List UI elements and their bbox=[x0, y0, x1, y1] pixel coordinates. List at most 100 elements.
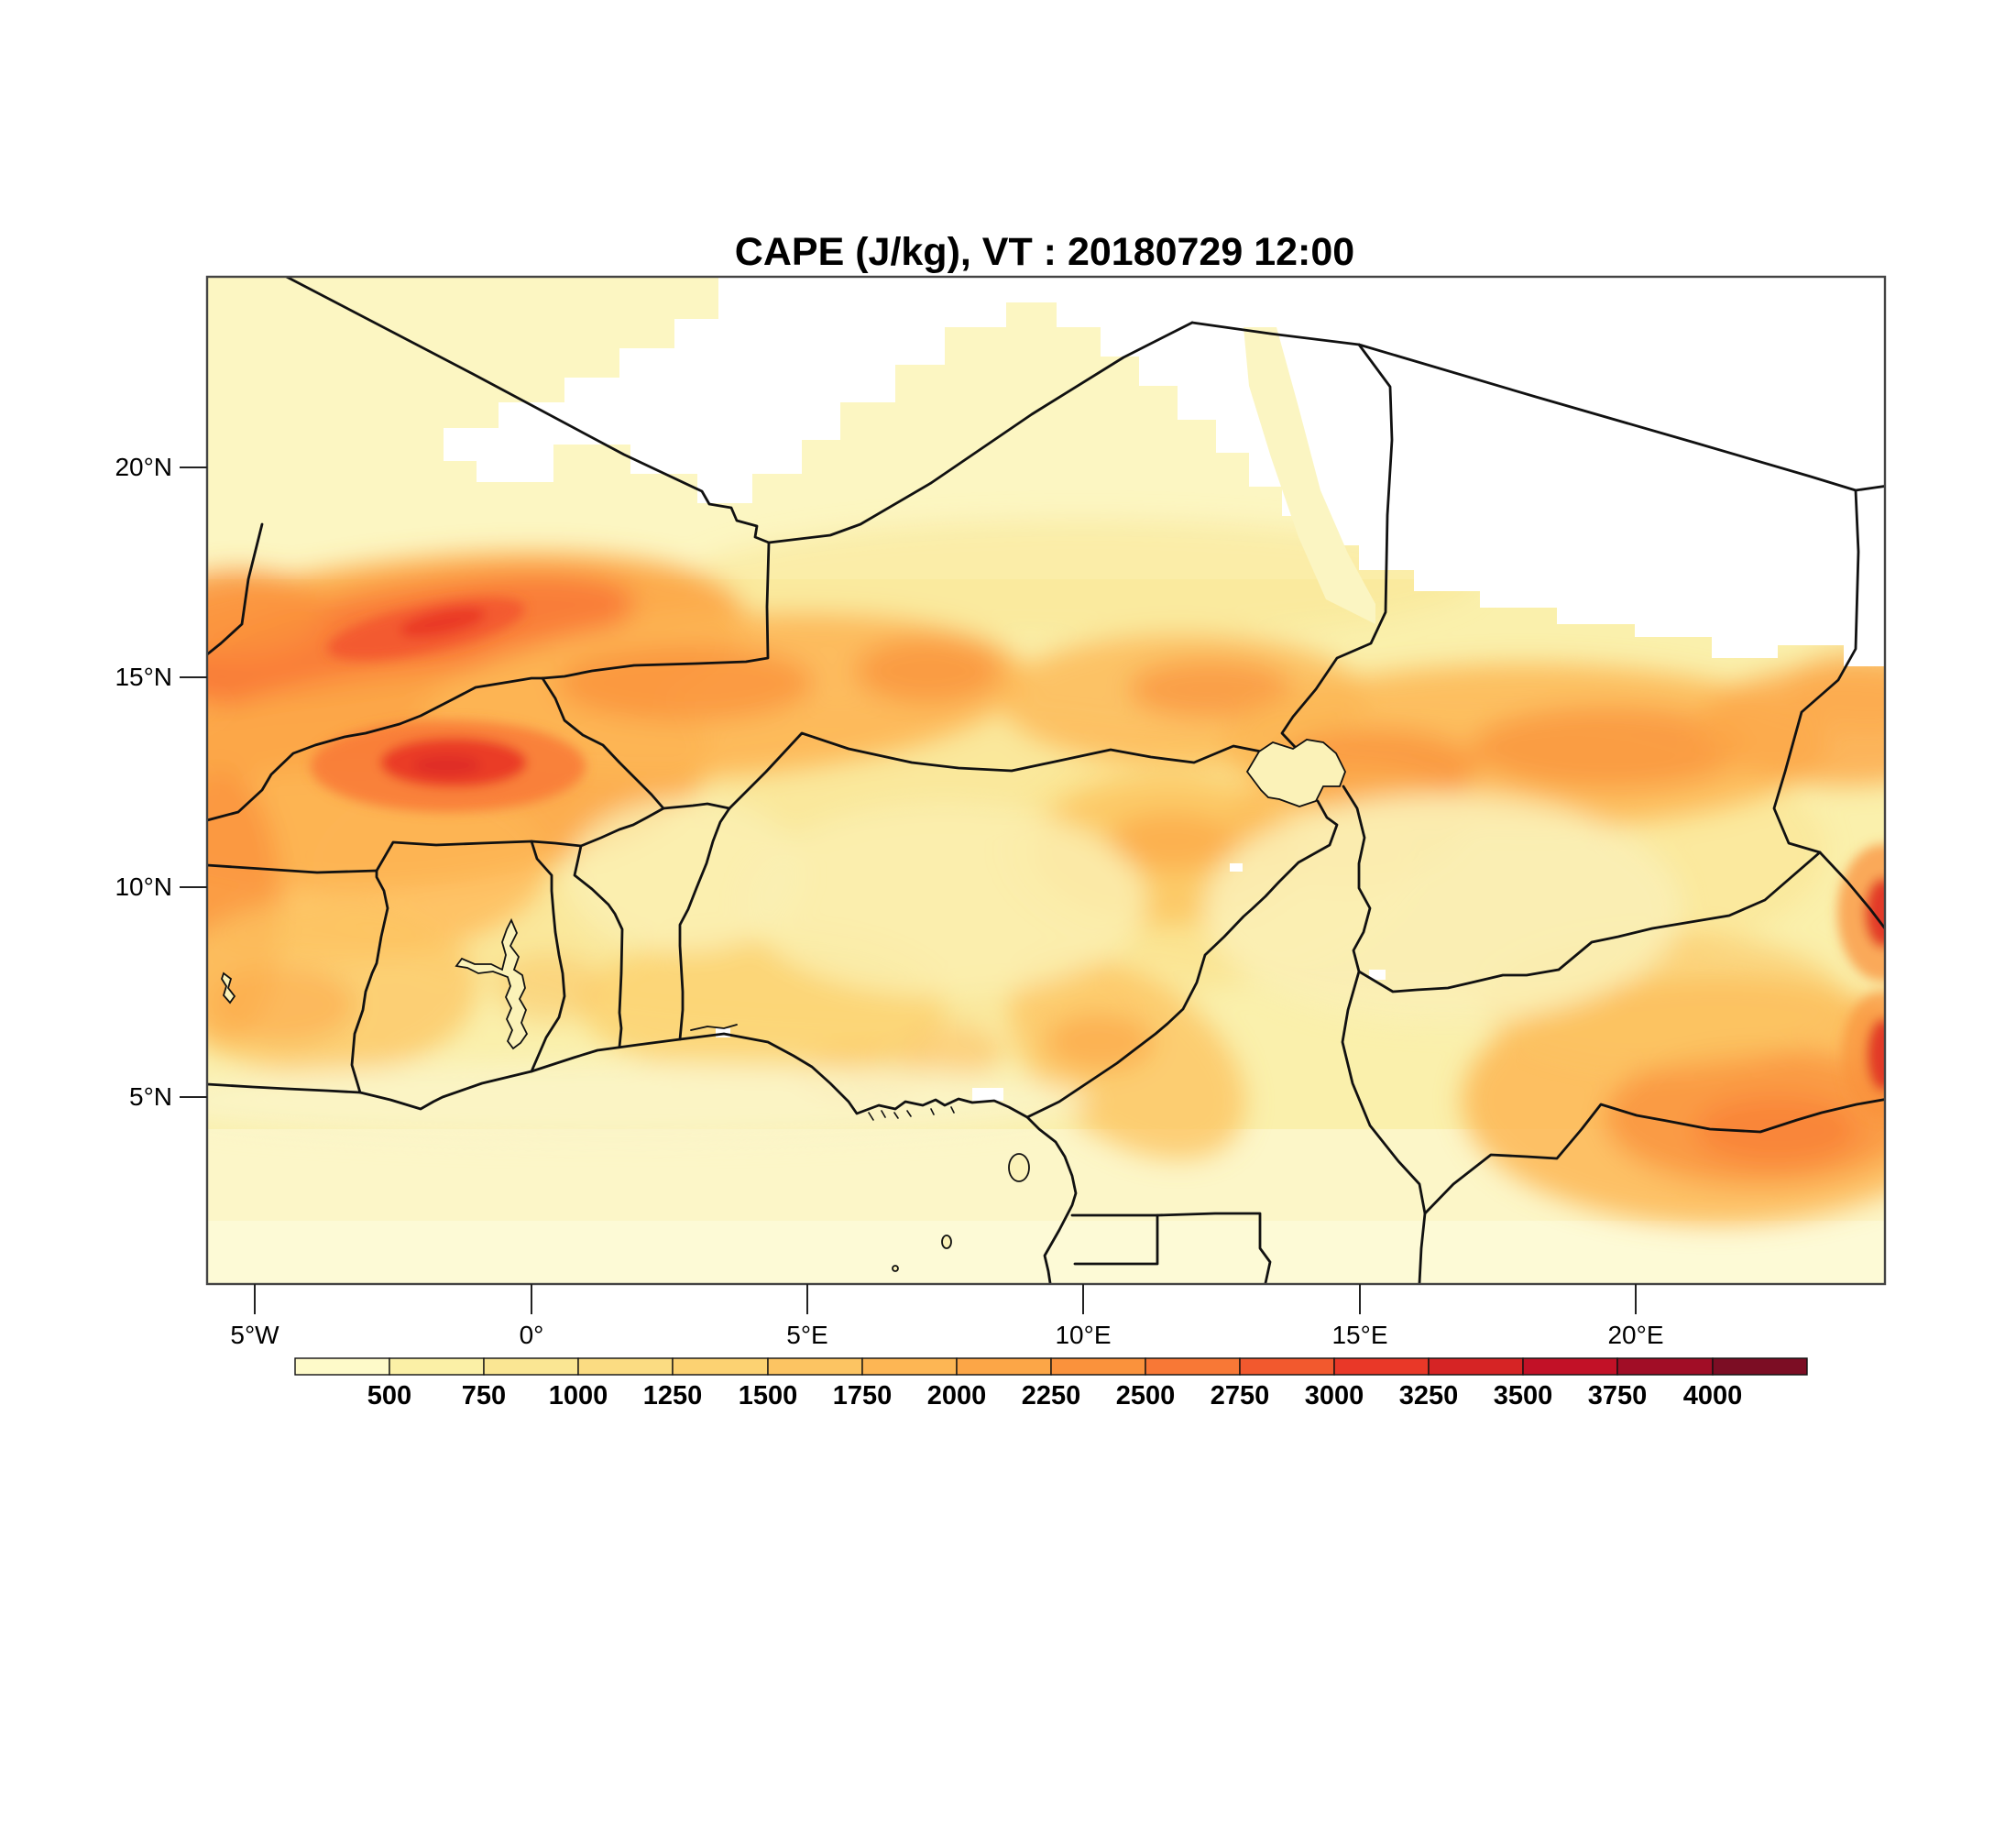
white-speck bbox=[972, 1088, 1003, 1101]
lat-tick-label: 20°N bbox=[115, 453, 172, 481]
cape-shade-blob bbox=[743, 804, 1146, 996]
lake-volta bbox=[455, 917, 529, 1050]
colorbar-label: 2750 bbox=[1211, 1381, 1270, 1410]
border-cameroon-car bbox=[1341, 970, 1427, 1215]
colorbar-label: 1750 bbox=[833, 1381, 893, 1410]
white-speck bbox=[1369, 970, 1386, 980]
longitude-labels: 5°W 0° 5°E 10°E 15°E 20°E bbox=[230, 1321, 1663, 1349]
latitude-labels: 20°N 15°N 10°N 5°N bbox=[115, 453, 172, 1111]
border-cotedivoire-north bbox=[207, 863, 378, 874]
colorbar-box bbox=[1522, 1357, 1618, 1376]
sahara-white-west-band bbox=[444, 277, 1006, 503]
colorbar-label: 2000 bbox=[927, 1381, 987, 1410]
colorbar-label: 4000 bbox=[1683, 1381, 1743, 1410]
border-niger-benin bbox=[662, 802, 731, 810]
colorbar-box bbox=[861, 1357, 958, 1376]
lat-tick-label: 15°N bbox=[115, 663, 172, 691]
lon-tick-label: 5°E bbox=[786, 1321, 827, 1349]
colorbar-label: 3000 bbox=[1305, 1381, 1364, 1410]
cape-hot-core bbox=[1837, 844, 1885, 982]
lon-tick-label: 15°E bbox=[1331, 1321, 1387, 1349]
cape-shade-blob bbox=[207, 570, 325, 658]
colorbar-box bbox=[956, 1357, 1052, 1376]
lat-tick-label: 5°N bbox=[129, 1082, 172, 1111]
colorbar-box bbox=[1428, 1357, 1524, 1376]
cape-shade-blob bbox=[557, 644, 814, 721]
niger-delta-inlets bbox=[868, 1106, 955, 1121]
cape-shade-blob bbox=[1108, 812, 1236, 871]
colorbar-label: 1250 bbox=[643, 1381, 703, 1410]
colorbar-label: 2500 bbox=[1116, 1381, 1176, 1410]
pale-fringe-along-border bbox=[1244, 327, 1375, 624]
lake-chad bbox=[1245, 739, 1346, 807]
low-cape-white-regions bbox=[444, 277, 1885, 1101]
border-chad-cameroon bbox=[1342, 785, 1372, 973]
colorbar-label: 3250 bbox=[1399, 1381, 1459, 1410]
colorbar-label: 3750 bbox=[1588, 1381, 1648, 1410]
sahara-white-northeast bbox=[1006, 277, 1885, 666]
cape-shade-blob bbox=[1204, 794, 1681, 1023]
border-togo-benin bbox=[573, 844, 624, 1048]
border-nigeria-cameroon bbox=[1025, 799, 1339, 1119]
lon-tick-label: 5°W bbox=[230, 1321, 279, 1349]
sao-tome-island bbox=[892, 1265, 899, 1272]
country-borders bbox=[207, 277, 1885, 1284]
border-car-congo-south bbox=[1418, 1212, 1427, 1284]
colorbar-box bbox=[1333, 1357, 1430, 1376]
cape-hot-core bbox=[399, 607, 487, 638]
border-algeria-mali bbox=[283, 277, 771, 544]
principe-island bbox=[941, 1235, 952, 1249]
cape-shade-blob bbox=[904, 1024, 1004, 1079]
lon-tick-label: 0° bbox=[520, 1321, 544, 1349]
colorbar-labels: 500 750 1000 1250 1500 1750 2000 2250 25… bbox=[367, 1381, 1742, 1410]
colorbar-label: 3500 bbox=[1494, 1381, 1553, 1410]
latitude-axis bbox=[180, 466, 207, 1098]
colorbar-box bbox=[1145, 1357, 1241, 1376]
border-mauritania-mali bbox=[207, 522, 264, 656]
border-niger-libya bbox=[1190, 321, 1361, 346]
colorbar-box bbox=[672, 1357, 769, 1376]
border-burkina-niger bbox=[541, 676, 665, 810]
border-cameroon-south bbox=[1156, 1212, 1272, 1284]
colorbar-box bbox=[389, 1357, 485, 1376]
border-equatorial-guinea bbox=[1070, 1213, 1159, 1266]
lon-tick-label: 20°E bbox=[1607, 1321, 1663, 1349]
coastline-gulf-of-guinea bbox=[207, 1032, 1078, 1284]
border-cotedivoire-ghana bbox=[350, 869, 389, 1094]
figure-title: CAPE (J/kg), VT : 20180729 12:00 bbox=[735, 230, 1354, 274]
colorbar-box bbox=[577, 1357, 674, 1376]
colorbar-label: 500 bbox=[367, 1381, 411, 1410]
border-burkina-togo-ghana bbox=[375, 840, 583, 873]
border-burkina-benin bbox=[579, 807, 665, 848]
colorbar-label: 1000 bbox=[549, 1381, 608, 1410]
border-chad-car bbox=[1357, 851, 1822, 993]
cape-hot-cores bbox=[311, 597, 1885, 1119]
colorbar-box bbox=[1616, 1357, 1714, 1376]
border-car-sudan bbox=[1818, 851, 1885, 931]
cape-shade-blob bbox=[689, 520, 1477, 639]
border-benin-nigeria bbox=[678, 807, 731, 1041]
colorbar bbox=[294, 1357, 1808, 1376]
cape-shade-blob bbox=[855, 638, 1002, 704]
border-niger-chad bbox=[1280, 343, 1394, 752]
border-mali-burkina bbox=[207, 676, 544, 822]
lakes-islands bbox=[221, 739, 1346, 1272]
bioko-island bbox=[1008, 1153, 1030, 1182]
longitude-axis bbox=[254, 1284, 1637, 1314]
colorbar-box bbox=[1050, 1357, 1146, 1376]
border-car-south bbox=[1423, 1098, 1885, 1215]
lagos-lagoon bbox=[690, 1024, 738, 1031]
cape-hot-core bbox=[1865, 878, 1885, 948]
colorbar-box bbox=[483, 1357, 579, 1376]
colorbar-label: 1500 bbox=[739, 1381, 798, 1410]
lake-cotedivoire bbox=[221, 971, 236, 1004]
colorbar-label: 750 bbox=[462, 1381, 506, 1410]
cape-hot-core bbox=[1842, 991, 1885, 1119]
cape-shade-blob bbox=[209, 966, 356, 1043]
cape-shade-blob bbox=[207, 1062, 1090, 1139]
colorbar-box bbox=[767, 1357, 863, 1376]
lon-tick-label: 10°E bbox=[1055, 1321, 1111, 1349]
colorbar-box bbox=[294, 1357, 390, 1376]
